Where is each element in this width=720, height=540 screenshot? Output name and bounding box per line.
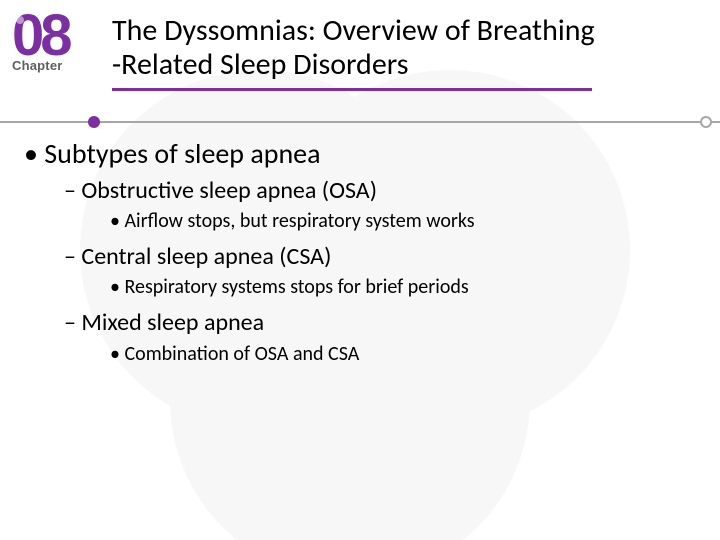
- chapter-number: 08: [12, 10, 69, 62]
- bullet-lvl3: Airflow stops, but respiratory system wo…: [126, 208, 696, 235]
- title-line-2: -Related Sleep Disorders: [112, 46, 408, 83]
- bullet-lvl2: Mixed sleep apnea: [82, 307, 696, 338]
- bullet-lvl2: Obstructive sleep apnea (OSA): [82, 175, 696, 206]
- chapter-timeline: [0, 114, 720, 130]
- timeline-line: [0, 121, 720, 123]
- title-line-1: The Dyssomnias: Overview of Breathing: [112, 12, 595, 49]
- bullet-lvl2: Central sleep apnea (CSA): [82, 241, 696, 272]
- timeline-dot-current: [88, 116, 100, 128]
- bullet-lvl3: Combination of OSA and CSA: [126, 341, 696, 368]
- slide-body: Subtypes of sleep apnea Obstructive slee…: [24, 136, 696, 374]
- bullet-lvl3: Respiratory systems stops for brief peri…: [126, 274, 696, 301]
- bullet-lvl1: Subtypes of sleep apnea: [42, 136, 696, 171]
- timeline-dot: [700, 116, 712, 128]
- slide-title: The Dyssomnias: Overview of Breathing -R…: [112, 14, 682, 81]
- title-underline: [112, 88, 592, 91]
- chapter-badge: 08 Chapter: [12, 10, 69, 73]
